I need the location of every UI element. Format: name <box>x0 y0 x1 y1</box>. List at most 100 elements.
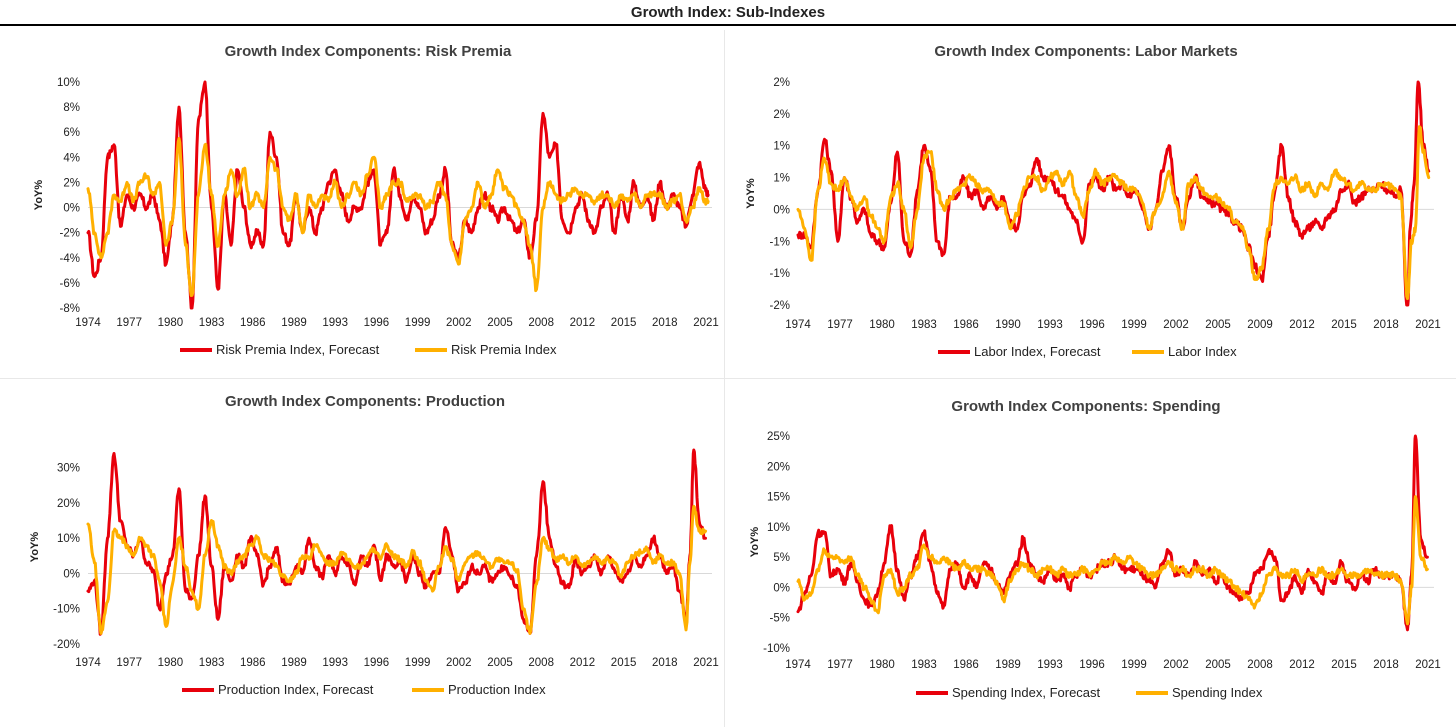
y-tick-label: 0% <box>63 568 80 580</box>
x-tick-label: 2012 <box>570 317 596 329</box>
x-tick-label: 1990 <box>995 319 1021 331</box>
x-tick-label: 1989 <box>281 657 307 669</box>
x-tick-label: 1974 <box>75 317 101 329</box>
x-tick-label: 2002 <box>446 317 472 329</box>
x-tick-label: 1999 <box>405 317 431 329</box>
x-tick-label: 1986 <box>240 317 266 329</box>
y-axis-label: YoY% <box>749 527 761 558</box>
x-tick-label: 1986 <box>240 657 266 669</box>
x-tick-label: 2018 <box>652 317 678 329</box>
chart-svg-risk-premia: Growth Index Components: Risk Premia YoY%… <box>33 43 719 357</box>
y-tick-label: 6% <box>63 127 80 139</box>
x-tick-label: 1996 <box>364 657 390 669</box>
x-tick-label: 1974 <box>785 319 811 331</box>
x-tick-label: 2009 <box>1247 319 1273 331</box>
x-tick-label: 1977 <box>116 657 142 669</box>
y-tick-label: 8% <box>63 102 80 114</box>
x-tick-label: 2002 <box>446 657 472 669</box>
legend-label: Spending Index, Forecast <box>952 685 1101 700</box>
y-tick-label: -4% <box>60 253 80 265</box>
horizontal-divider <box>0 378 1456 379</box>
title-rule <box>0 24 1456 26</box>
x-tick-label: 1983 <box>199 657 225 669</box>
x-tick-label: 2021 <box>1415 319 1441 331</box>
x-tick-label: 2005 <box>487 317 513 329</box>
x-tick-label: 1999 <box>1121 659 1147 671</box>
y-tick-label: 0% <box>63 203 80 215</box>
y-tick-label: 10% <box>57 77 80 89</box>
series-line-index <box>86 137 710 297</box>
legend-label: Risk Premia Index <box>451 342 557 357</box>
x-tick-label: 1983 <box>911 659 937 671</box>
chart-svg-production: Growth Index Components: Production YoY% 3… <box>29 393 719 697</box>
x-tick-label: 2021 <box>1415 659 1441 671</box>
chart-title: Growth Index Components: Risk Premia <box>225 43 512 60</box>
x-tick-label: 2015 <box>611 317 637 329</box>
chart-risk-premia: Growth Index Components: Risk Premia YoY%… <box>0 30 724 375</box>
y-tick-label: -2% <box>60 228 80 240</box>
y-tick-label: 1% <box>773 173 790 185</box>
y-tick-label: -2% <box>770 300 790 312</box>
y-tick-label: -5% <box>770 613 790 625</box>
x-tick-label: 1977 <box>827 319 853 331</box>
chart-title: Growth Index Components: Spending <box>951 398 1220 415</box>
x-tick-label: 1974 <box>785 659 811 671</box>
x-tick-label: 2008 <box>528 317 554 329</box>
y-tick-label: -10% <box>763 643 790 655</box>
chart-production: Growth Index Components: Production YoY% 3… <box>0 380 724 725</box>
x-tick-label: 1980 <box>869 319 895 331</box>
x-tick-label: 1983 <box>911 319 937 331</box>
y-tick-label: -6% <box>60 278 80 290</box>
y-tick-label: 25% <box>767 431 790 443</box>
chart-svg-labor-markets: Growth Index Components: Labor Markets Yo… <box>745 43 1441 359</box>
series-line-index <box>796 125 1431 301</box>
x-tick-label: 1983 <box>199 317 225 329</box>
x-tick-label: 1980 <box>158 317 184 329</box>
series-line-index <box>796 495 1429 626</box>
x-tick-label: 2005 <box>487 657 513 669</box>
x-tick-label: 2005 <box>1205 319 1231 331</box>
chart-spending: Growth Index Components: Spending YoY% 25%… <box>726 380 1456 725</box>
x-tick-label: 2018 <box>1373 319 1399 331</box>
legend-label: Risk Premia Index, Forecast <box>216 342 380 357</box>
x-tick-label: 2002 <box>1163 659 1189 671</box>
x-tick-label: 1989 <box>995 659 1021 671</box>
y-tick-label: 2% <box>773 77 790 89</box>
x-tick-label: 2008 <box>1247 659 1273 671</box>
y-tick-label: 2% <box>63 177 80 189</box>
x-tick-label: 2015 <box>611 657 637 669</box>
series-line-forecast <box>796 434 1429 632</box>
x-tick-label: 1989 <box>281 317 307 329</box>
x-tick-label: 1986 <box>953 319 979 331</box>
y-axis-label: YoY% <box>33 180 45 211</box>
chart-svg-spending: Growth Index Components: Spending YoY% 25%… <box>749 398 1441 700</box>
y-tick-label: 10% <box>767 522 790 534</box>
x-tick-label: 1993 <box>322 317 348 329</box>
legend-label: Production Index, Forecast <box>218 682 374 697</box>
x-tick-label: 2018 <box>1373 659 1399 671</box>
x-tick-label: 2021 <box>693 657 719 669</box>
y-tick-label: -20% <box>53 639 80 651</box>
legend-label: Spending Index <box>1172 685 1263 700</box>
x-tick-label: 1974 <box>75 657 101 669</box>
y-tick-label: 15% <box>767 492 790 504</box>
chart-title: Growth Index Components: Production <box>225 393 505 410</box>
x-tick-label: 2021 <box>693 317 719 329</box>
x-tick-label: 2002 <box>1163 319 1189 331</box>
x-tick-label: 1977 <box>827 659 853 671</box>
x-tick-label: 1986 <box>953 659 979 671</box>
y-tick-label: 30% <box>57 463 80 475</box>
legend-label: Labor Index <box>1168 344 1237 359</box>
x-tick-label: 2005 <box>1205 659 1231 671</box>
series-line-index <box>86 504 707 635</box>
x-tick-label: 1980 <box>158 657 184 669</box>
x-tick-label: 2012 <box>570 657 596 669</box>
y-tick-label: 0% <box>773 204 790 216</box>
x-tick-label: 2012 <box>1289 659 1315 671</box>
y-tick-label: -1% <box>770 236 790 248</box>
y-axis-label: YoY% <box>745 178 757 209</box>
legend-label: Production Index <box>448 682 546 697</box>
x-tick-label: 2015 <box>1331 319 1357 331</box>
series-line-forecast <box>796 80 1431 307</box>
y-tick-label: 20% <box>767 461 790 473</box>
